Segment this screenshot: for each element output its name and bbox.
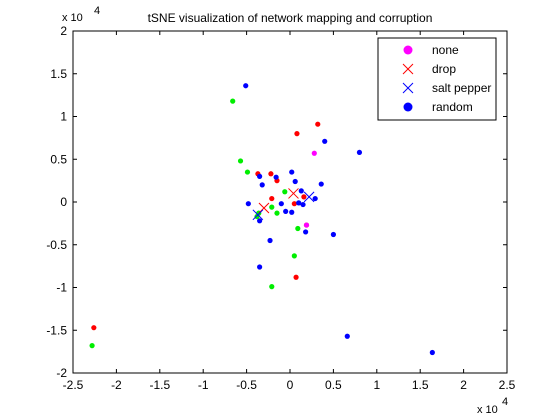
plot-area [89, 83, 435, 356]
legend-label-none: none [432, 43, 459, 57]
legend-marker-none [403, 45, 413, 55]
y-tick-label: -0.5 [46, 238, 67, 252]
legend-box [377, 37, 497, 121]
green-points-point [269, 204, 275, 210]
blue-points-point [267, 237, 273, 244]
blue-points-point [257, 218, 263, 224]
legend-marker-drop [402, 63, 414, 75]
blue-points-point [289, 209, 295, 215]
red-points-point [301, 194, 307, 200]
green-points-point [282, 189, 288, 195]
green-points-point [89, 343, 95, 349]
green-points-point [269, 284, 275, 290]
drop-x-marker [288, 188, 299, 199]
green-points-point [244, 169, 251, 175]
magenta-points-point [303, 222, 310, 228]
blue-points-point [273, 174, 279, 180]
salt-pepper-x-marker [252, 209, 264, 221]
red-points-point [315, 121, 321, 127]
x-tick-label: 1 [373, 378, 380, 392]
y-exponent-label: x 10 [62, 12, 83, 24]
y-tick-label: -1 [56, 281, 67, 295]
salt-pepper-x-stroke [303, 191, 315, 203]
green-points-point [237, 158, 244, 164]
chart-title: tSNE visualization of network mapping an… [148, 11, 433, 25]
drop-x-marker [258, 202, 270, 214]
blue-points-point [344, 333, 350, 339]
legend-marker-random [403, 102, 413, 112]
x-tick-label: -0.5 [236, 378, 257, 392]
blue-points-point [330, 231, 336, 238]
blue-points-point [289, 169, 295, 175]
y-exponent-power: 4 [94, 5, 100, 17]
blue-points-point [259, 182, 265, 188]
blue-points-point [292, 178, 298, 185]
blue-points-point [322, 138, 328, 144]
red-points-point [294, 131, 300, 137]
x-tick-label: -2.5 [63, 378, 84, 392]
drop-x-stroke [258, 202, 270, 214]
blue-points-point [429, 349, 435, 356]
axes: -2.5 -2 -1.5 -1 -0.5 0 0.5 1 1.5 2 2.5-2-1.5-1-0.5… [46, 5, 515, 416]
blue-points-point [356, 149, 363, 156]
legend-label-drop: drop [432, 62, 456, 76]
blue-points-point [318, 181, 324, 187]
x-tick-label: -1.5 [149, 378, 170, 392]
blue-points-point [243, 83, 249, 89]
red-points-point [269, 195, 275, 202]
blue-points-point [278, 201, 284, 207]
legend: none drop salt pepper random [377, 37, 497, 121]
y-tick-label: 0.5 [50, 152, 67, 166]
blue-points-point [245, 201, 251, 207]
y-tick-label: -2 [56, 366, 67, 380]
green-points-point [230, 98, 236, 104]
x-tick-label: -2 [111, 378, 122, 392]
blue-points-point [303, 229, 309, 235]
legend-marker-salt-pepper [402, 82, 414, 94]
x-tick-label: 2 [460, 378, 467, 392]
salt-pepper-x-stroke [252, 209, 264, 221]
x-exponent-label: x 10 [477, 404, 498, 416]
blue-points-point [283, 208, 289, 215]
green-points-point [291, 253, 297, 259]
red-points-point [293, 274, 299, 280]
red-points-point [291, 201, 297, 207]
x-tick-label: 2.5 [499, 378, 516, 392]
drop-x-stroke [288, 188, 299, 199]
y-tick-label: 1 [60, 110, 67, 124]
legend-x-stroke [402, 82, 414, 94]
x-tick-label: -1 [198, 378, 209, 392]
legend-label-random: random [432, 100, 473, 114]
x-tick-label: 1.5 [412, 378, 429, 392]
red-points-point [268, 171, 274, 177]
blue-points-point [312, 195, 318, 202]
x-tick-label: 0 [287, 378, 294, 392]
blue-points-point [257, 264, 263, 270]
legend-label-salt-pepper: salt pepper [432, 81, 491, 95]
x-exponent-power: 4 [502, 396, 508, 408]
legend-x-stroke [402, 63, 414, 75]
blue-points-point [257, 173, 263, 179]
y-tick-label: 0 [60, 195, 67, 209]
blue-points-point [296, 200, 302, 206]
y-tick-label: -1.5 [46, 323, 67, 337]
blue-points-point [300, 201, 306, 208]
salt-pepper-x-marker [303, 191, 315, 203]
magenta-points-point [311, 150, 317, 156]
green-points-point [295, 225, 301, 232]
y-tick-label: 2 [60, 24, 67, 38]
blue-points-point [298, 188, 304, 194]
green-points-point [274, 210, 280, 216]
red-points-point [91, 325, 97, 331]
x-tick-label: 0.5 [325, 378, 342, 392]
y-tick-label: 1.5 [50, 67, 67, 81]
